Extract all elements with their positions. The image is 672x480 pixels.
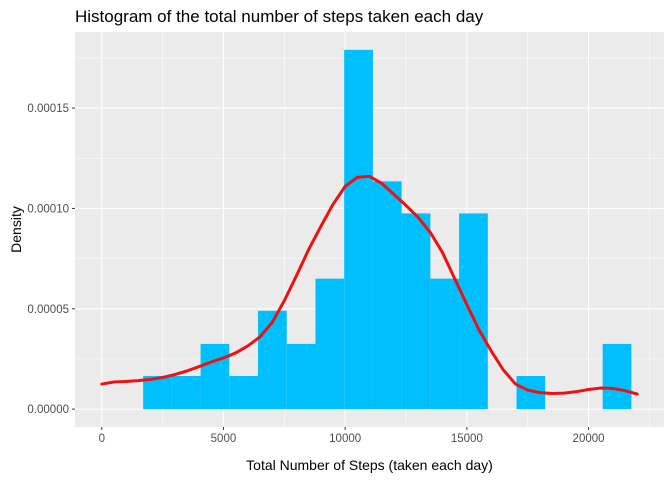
y-tick-label: 0.00015	[27, 103, 69, 115]
histogram-bar	[372, 181, 402, 410]
y-tick-label: 0.00005	[27, 304, 69, 316]
histogram-bar	[171, 376, 201, 410]
histogram-bar	[430, 278, 460, 410]
chart-title: Histogram of the total number of steps t…	[75, 7, 484, 26]
y-axis-title: Density	[8, 206, 24, 253]
histogram-bar	[401, 213, 431, 410]
histogram-bar	[143, 376, 172, 410]
histogram-bar	[286, 343, 316, 410]
histogram-bar	[315, 278, 345, 410]
histogram-bar	[602, 343, 632, 410]
histogram-bar	[200, 343, 230, 410]
y-tick-label: 0.00010	[27, 203, 69, 215]
x-tick-label: 10000	[329, 433, 361, 445]
x-axis: 0 5000 10000 15000 20000	[99, 427, 605, 445]
x-tick-label: 5000	[211, 433, 237, 445]
histogram-bar	[229, 376, 259, 410]
histogram-bar	[258, 310, 287, 410]
x-axis-title: Total Number of Steps (taken each day)	[246, 457, 493, 473]
y-axis: 0.00000 0.00005 0.00010 0.00015	[27, 103, 75, 416]
x-tick-label: 0	[99, 433, 105, 445]
histogram-bars	[143, 49, 632, 410]
x-tick-label: 20000	[573, 433, 605, 445]
y-tick-label: 0.00000	[27, 404, 69, 416]
x-tick-label: 15000	[451, 433, 483, 445]
histogram-bar	[459, 213, 488, 410]
density-curve	[100, 174, 639, 396]
histogram-bar	[344, 49, 373, 410]
